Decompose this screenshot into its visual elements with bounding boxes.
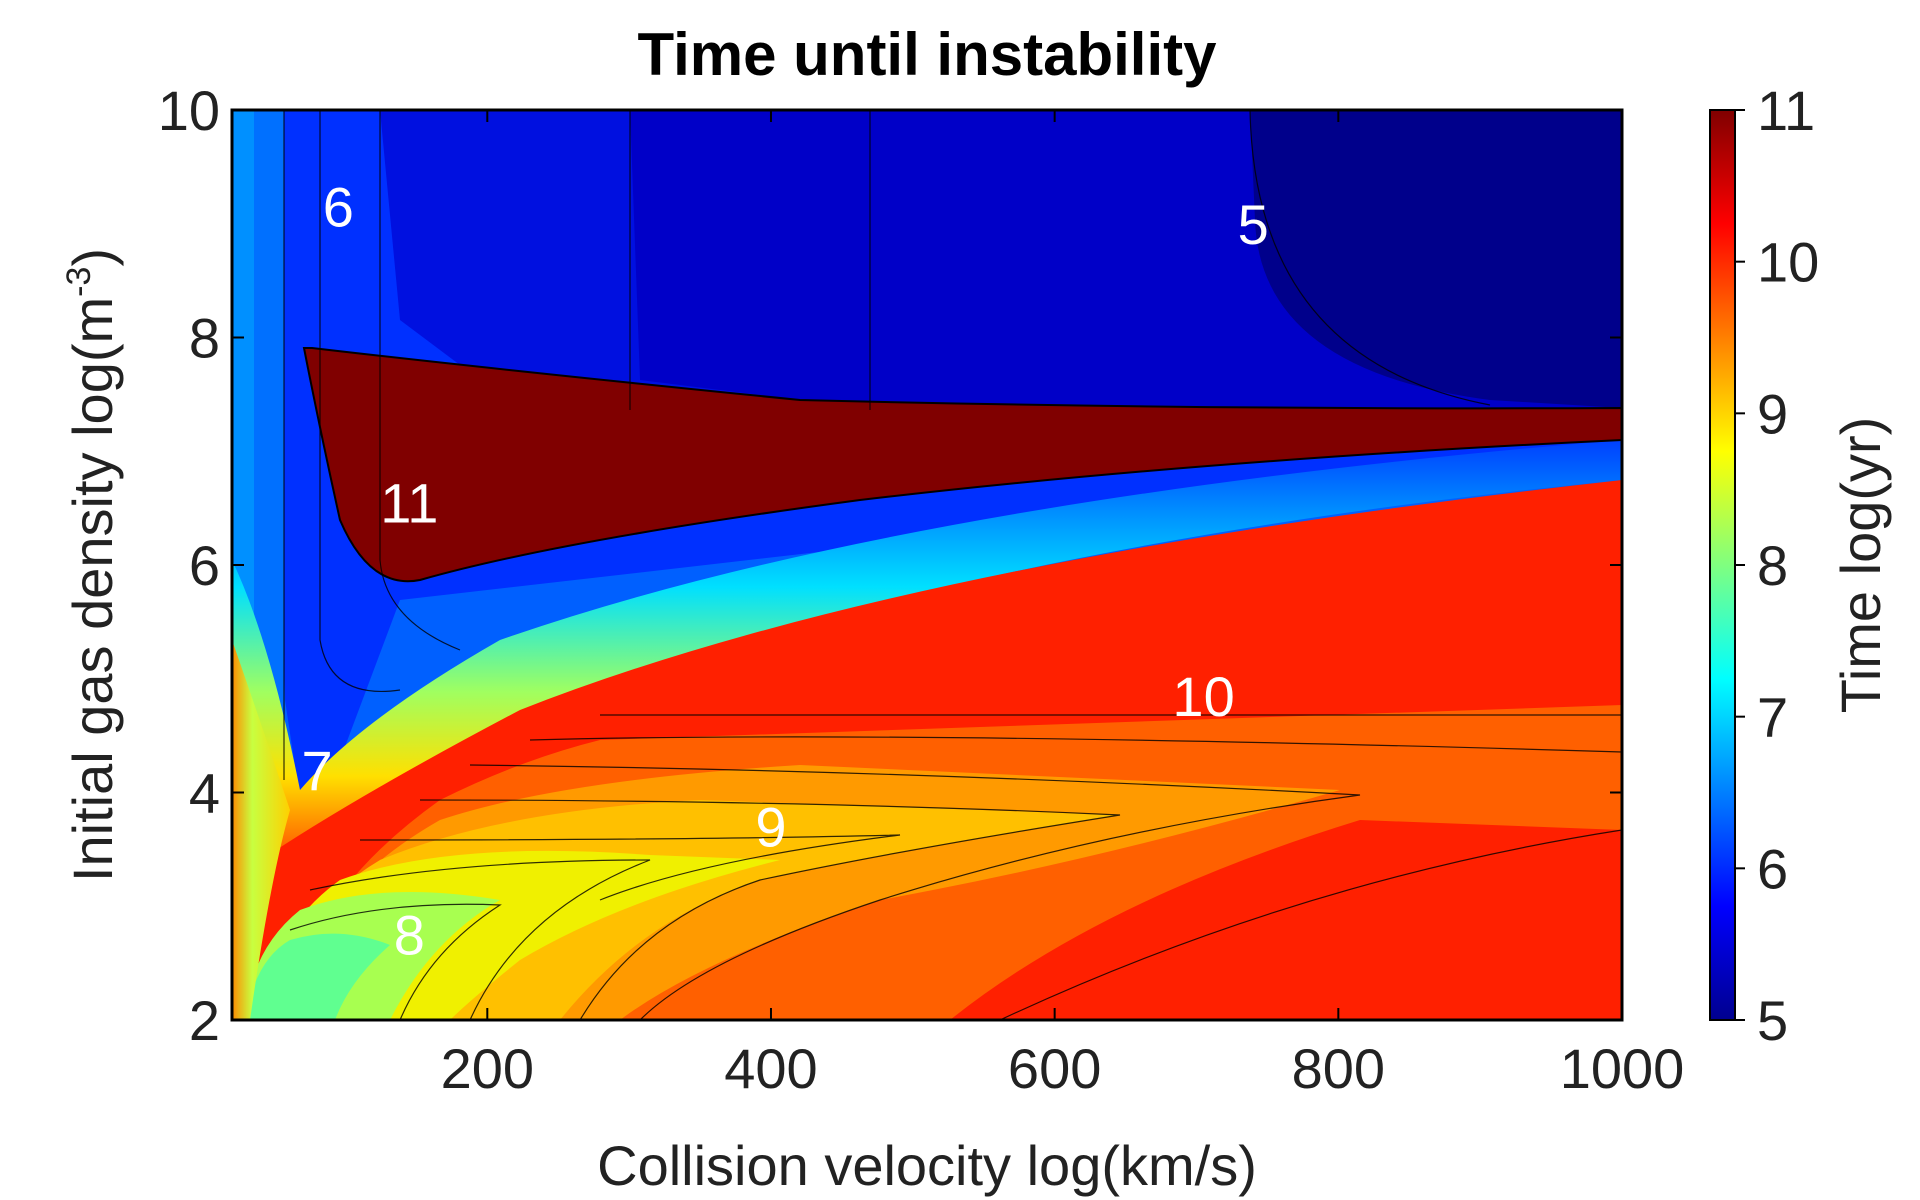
colorbar-tick-label: 9 [1757, 382, 1788, 445]
colorbar-tick-label: 10 [1757, 231, 1819, 294]
region-level-5 [1250, 110, 1622, 408]
colorbar-axis: 5 6 7 8 9 10 11 [1735, 79, 1819, 1052]
y-tick-label: 8 [189, 307, 220, 370]
svg-text:Initial gas density log(m-3): Initial gas density log(m-3) [60, 248, 124, 882]
x-tick-label: 600 [1008, 1037, 1101, 1100]
colorbar-label: Time log(yr) [1829, 417, 1892, 714]
colorbar [1709, 109, 1736, 1021]
x-tick-label: 200 [441, 1037, 534, 1100]
colorbar-tick-label: 7 [1757, 686, 1788, 749]
region-level-7-5 [245, 933, 390, 1020]
colorbar-tick-label: 5 [1757, 989, 1788, 1052]
y-axis-label-superscript: -3 [60, 267, 98, 297]
contour-label-9: 9 [755, 796, 786, 859]
plot-area [232, 110, 1622, 1020]
x-tick-label: 800 [1292, 1037, 1385, 1100]
colorbar-tick-label: 11 [1757, 79, 1815, 142]
y-tick-label: 10 [158, 79, 220, 142]
contour-labels: 6 5 11 10 7 9 8 [302, 176, 1269, 967]
colorbar-tick-label: 8 [1757, 534, 1788, 597]
y-axis-label: Initial gas density log(m-3) [60, 248, 124, 882]
colorbar-tick-label: 6 [1757, 837, 1788, 900]
contour-label-8: 8 [394, 904, 425, 967]
y-axis: 2 4 6 8 10 [158, 79, 1622, 1052]
y-tick-label: 4 [189, 762, 220, 825]
chart-title: Time until instability [638, 21, 1218, 88]
y-axis-label-suffix: ) [61, 248, 124, 267]
x-axis: 200 400 600 800 1000 [441, 110, 1685, 1100]
contour-label-6: 6 [323, 176, 354, 239]
x-axis-label: Collision velocity log(km/s) [597, 1134, 1257, 1197]
y-tick-label: 6 [189, 534, 220, 597]
contour-lines [283, 110, 1622, 1020]
contour-label-10: 10 [1172, 665, 1234, 728]
y-axis-label-text: Initial gas density log(m [61, 297, 124, 882]
region-transition-band [232, 440, 1622, 860]
contour-label-11: 11 [380, 471, 438, 534]
region-left-fan [232, 640, 290, 1020]
x-tick-label: 400 [724, 1037, 817, 1100]
contour-label-5: 5 [1238, 193, 1269, 256]
y-tick-label: 2 [189, 989, 220, 1052]
x-tick-label: 1000 [1560, 1037, 1685, 1100]
contour-label-7: 7 [302, 739, 333, 802]
